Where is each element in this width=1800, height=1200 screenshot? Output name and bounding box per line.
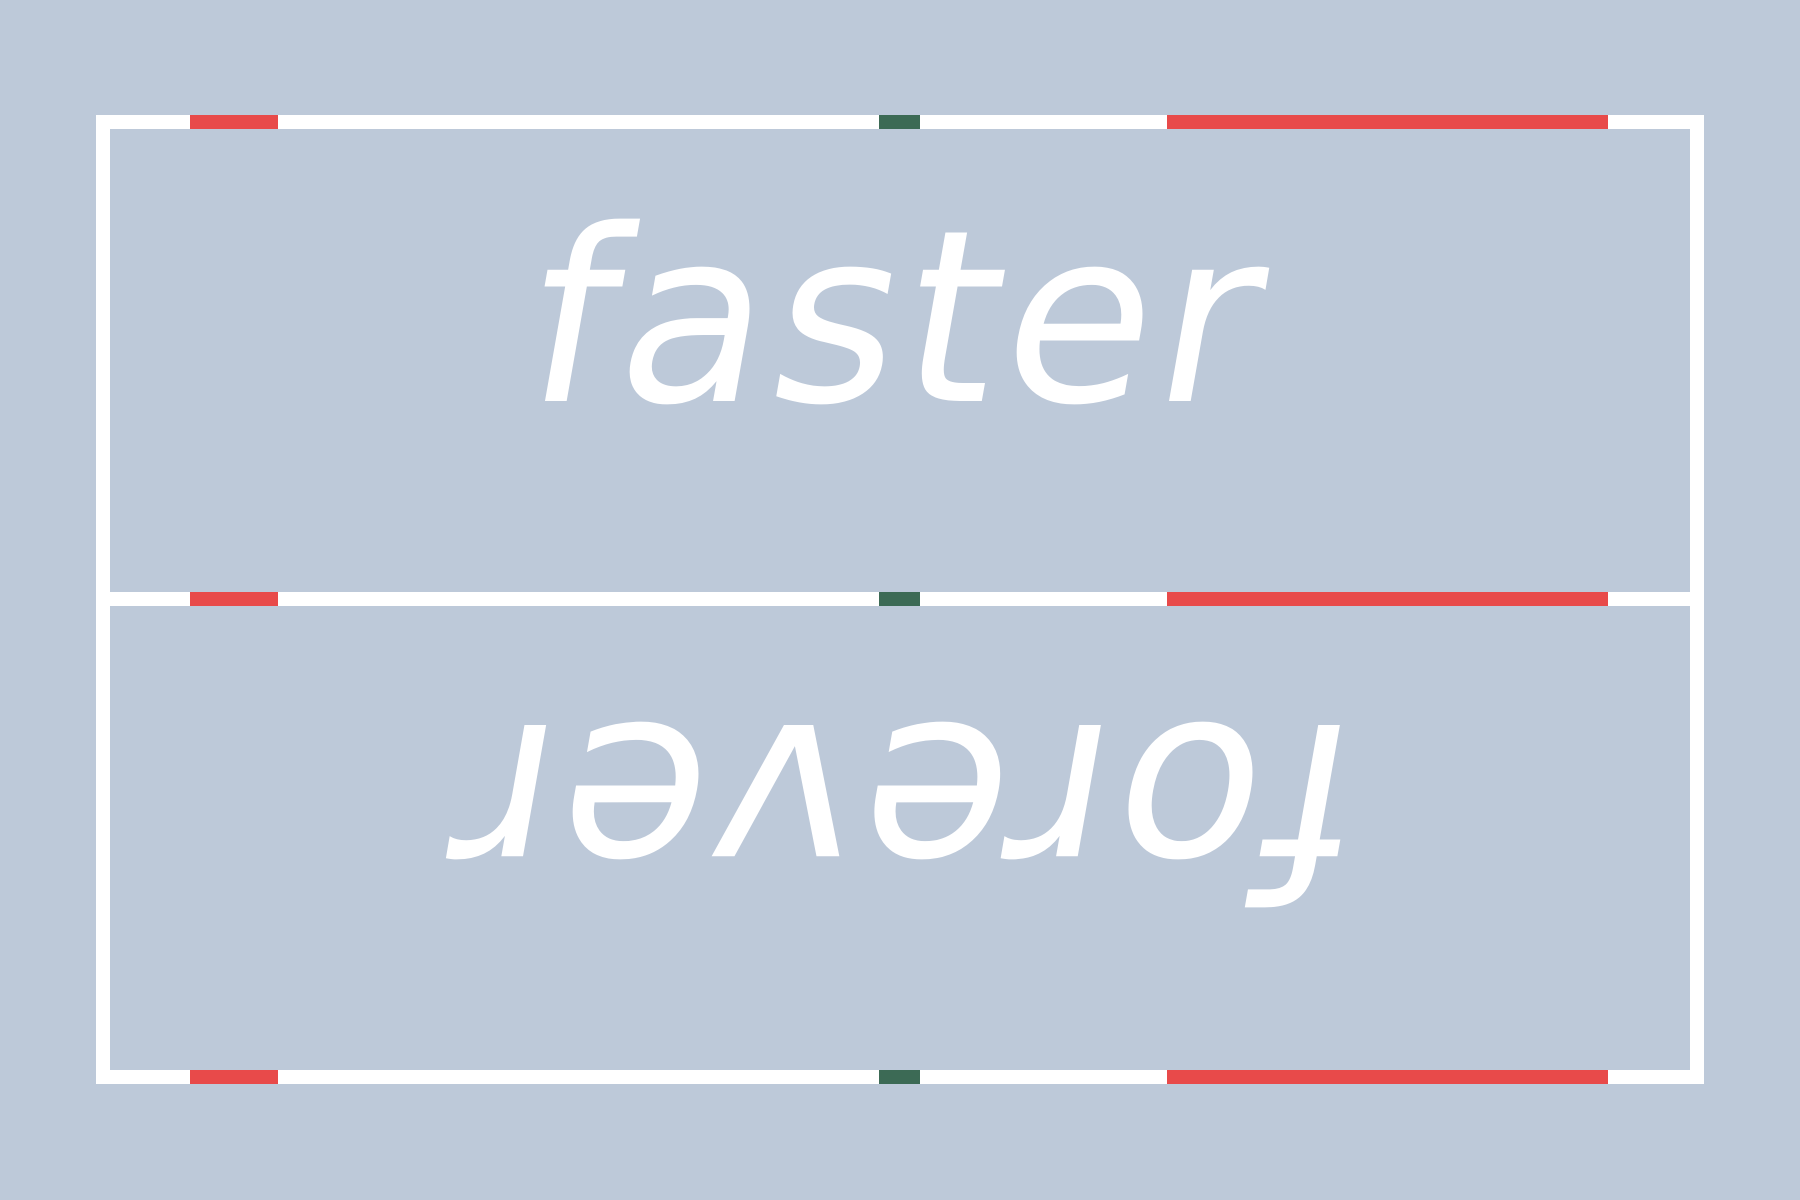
top-red-mark-left — [190, 115, 278, 129]
bottom-word-inverted: forever — [423, 668, 1377, 948]
top-word: faster — [508, 178, 1292, 458]
bottom-red-mark-left — [190, 1070, 278, 1084]
top-red-mark-right — [1167, 115, 1608, 129]
middle-red-mark-right — [1167, 592, 1608, 606]
top-green-mark — [879, 115, 920, 129]
middle-green-mark — [879, 592, 920, 606]
bottom-green-mark — [879, 1070, 920, 1084]
bottom-red-mark-right — [1167, 1070, 1608, 1084]
middle-red-mark-left — [190, 592, 278, 606]
